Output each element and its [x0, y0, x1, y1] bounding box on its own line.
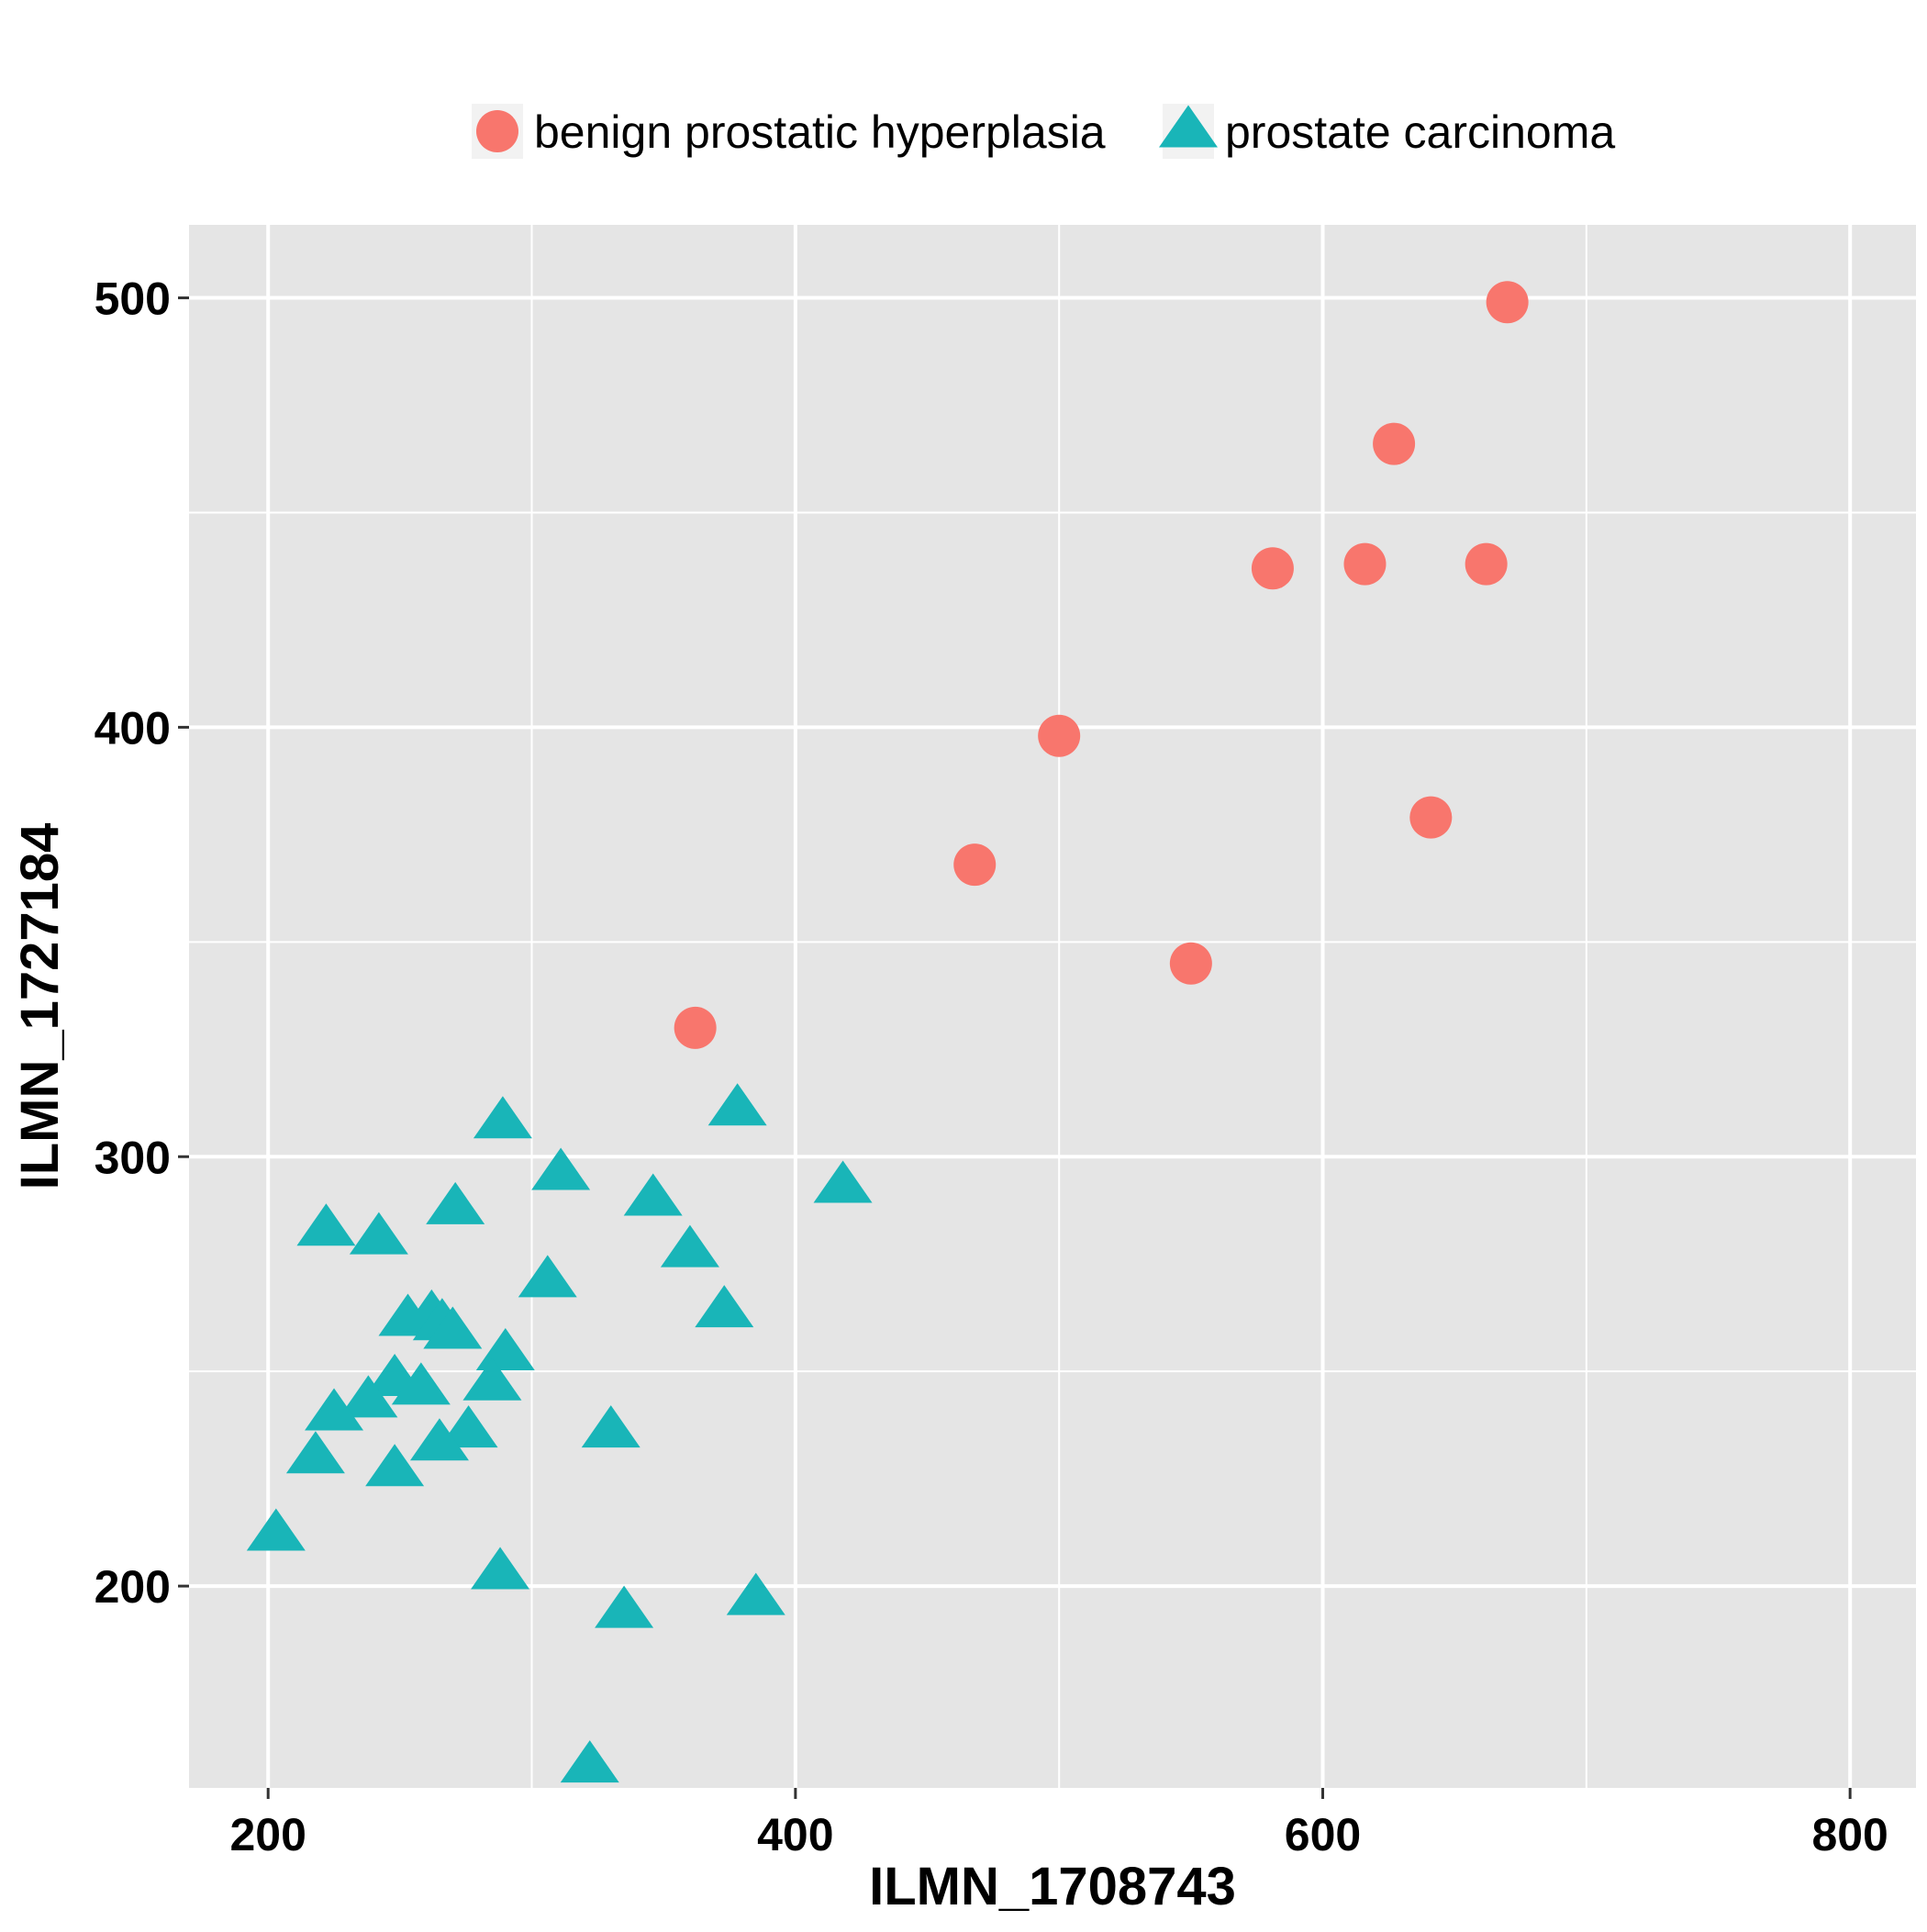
data-points — [246, 281, 1529, 1783]
carcinoma-point — [296, 1203, 356, 1246]
carcinoma-point — [391, 1362, 451, 1405]
carcinoma-point — [660, 1224, 719, 1268]
plot-panel — [189, 225, 1916, 1788]
carcinoma-point — [475, 1327, 535, 1370]
carcinoma-point — [285, 1431, 345, 1474]
legend-label: benign prostatic hyperplasia — [534, 106, 1106, 158]
carcinoma-point — [339, 1375, 398, 1418]
legend-triangle-icon — [1159, 105, 1218, 148]
axis-ticks — [178, 296, 1852, 1799]
y-tick-label: 300 — [95, 1132, 171, 1183]
legend-circle-icon — [476, 110, 518, 152]
benign-point — [674, 1006, 717, 1049]
minor-gridlines — [189, 225, 1916, 1803]
benign-point — [1465, 542, 1508, 586]
benign-point — [1038, 714, 1081, 757]
carcinoma-point — [246, 1508, 306, 1551]
y-tick-label: 500 — [95, 274, 171, 325]
tick-labels: 200 400 600 800 200 300 400 500 — [95, 274, 1888, 1860]
benign-point — [1409, 796, 1453, 839]
benign-point — [953, 843, 997, 887]
carcinoma-point — [462, 1357, 522, 1401]
carcinoma-point — [423, 1306, 483, 1349]
carcinoma-point — [707, 1083, 767, 1126]
x-tick-label: 200 — [229, 1809, 306, 1860]
carcinoma-point — [695, 1285, 754, 1328]
carcinoma-point — [560, 1740, 619, 1783]
x-tick-label: 800 — [1811, 1809, 1888, 1860]
carcinoma-point — [365, 1444, 425, 1487]
carcinoma-point — [581, 1405, 640, 1448]
carcinoma-point — [726, 1572, 785, 1615]
carcinoma-point — [531, 1147, 591, 1190]
benign-point — [1343, 542, 1387, 586]
benign-point — [1373, 422, 1416, 465]
carcinoma-point — [349, 1212, 408, 1255]
x-tick-label: 400 — [757, 1809, 833, 1860]
carcinoma-point — [426, 1181, 485, 1224]
x-tick-label: 600 — [1285, 1809, 1361, 1860]
benign-point — [1251, 547, 1294, 590]
carcinoma-point — [518, 1255, 577, 1298]
y-axis-title: ILMN_1727184 — [10, 823, 70, 1190]
carcinoma-point — [409, 1418, 469, 1461]
x-axis-title: ILMN_1708743 — [869, 1857, 1236, 1916]
legend: benign prostatic hyperplasia prostate car… — [472, 104, 1615, 159]
carcinoma-point — [595, 1585, 654, 1628]
carcinoma-point — [813, 1160, 873, 1203]
carcinoma-point — [473, 1096, 532, 1139]
benign-point — [1486, 281, 1529, 324]
carcinoma-point — [471, 1547, 530, 1590]
carcinoma-point — [623, 1173, 683, 1216]
carcinoma-point — [305, 1388, 364, 1431]
legend-label: prostate carcinoma — [1225, 106, 1615, 158]
y-tick-label: 400 — [95, 702, 171, 754]
carcinoma-point — [439, 1405, 498, 1448]
y-tick-label: 200 — [95, 1561, 171, 1613]
benign-point — [1169, 942, 1212, 985]
